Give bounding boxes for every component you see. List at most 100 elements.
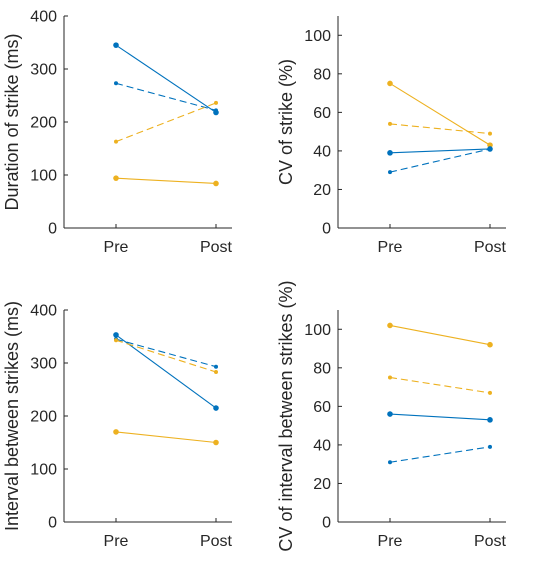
data-point [213,439,219,446]
x-tick-label-post: Post [200,533,233,550]
series-2 [114,81,218,113]
y-tick-label: 80 [313,360,331,377]
x-tick-label-pre: Pre [104,533,129,550]
data-point [113,42,119,48]
y-tick-label: 100 [30,168,57,185]
series-line [389,123,491,135]
y-tick-label: 100 [304,28,331,45]
data-point [214,370,218,375]
subplot-1: 0 100 200 300 400 Pre Post Duration of strike (… [2,9,233,257]
y-tick-label: 0 [48,221,57,238]
data-point [488,444,492,449]
data-point [213,180,219,187]
data-point [387,150,393,156]
y-tick-label: 400 [30,303,57,320]
data-point [114,338,118,343]
y-tick-label: 0 [322,515,331,532]
series-3 [387,411,493,423]
series-2 [388,375,492,395]
series-line [115,334,217,409]
y-tick-label: 80 [313,66,331,83]
series-1 [113,332,219,411]
series-1 [387,80,493,148]
x-tick-label-pre: Pre [378,239,403,256]
series-line [389,148,491,173]
data-point [214,100,218,105]
x-tick-label-post: Post [474,239,507,256]
series-line [389,446,491,463]
series-1 [113,42,219,116]
series-line [389,324,491,346]
data-point [388,121,392,126]
x-tick-label-post: Post [200,239,233,256]
data-point [387,411,393,417]
x-tick-label-pre: Pre [378,533,403,550]
series-line [389,82,491,146]
series-line [115,44,217,113]
y-tick-label: 100 [304,322,331,339]
y-tick-label: 300 [30,356,57,373]
y-tick-label: 200 [30,115,57,132]
y-tick-label: 40 [313,143,331,160]
series-4 [113,429,219,446]
y-tick-label: 40 [313,437,331,454]
y-axis-label: Duration of strike (ms) [2,33,22,210]
data-point [388,170,392,175]
series-line [115,339,217,373]
y-axis-label: CV of strike (%) [276,59,296,185]
data-point [488,131,492,136]
series-line [389,148,491,154]
y-tick-label: 20 [313,182,331,199]
series-line [115,82,217,111]
y-tick-label: 300 [30,62,57,79]
data-point [113,175,119,181]
series-2 [114,337,218,369]
y-axis-label: Interval between strikes (ms) [2,301,22,531]
data-point [487,142,493,148]
data-point [387,80,393,87]
series-line [115,177,217,185]
series-line [389,376,491,394]
x-tick-label-post: Post [474,533,507,550]
y-tick-label: 100 [30,462,57,479]
series-line [115,102,217,143]
data-point [487,341,493,348]
series-3 [114,100,218,144]
x-tick-label-pre: Pre [104,239,129,256]
y-tick-label: 200 [30,409,57,426]
data-point [213,405,219,411]
subplot-3: 0 100 200 300 400 Pre Post Interval between str… [2,301,233,550]
data-point [214,364,218,369]
series-1 [387,322,493,348]
data-point [114,139,118,144]
data-point [387,322,393,329]
data-point [113,429,119,435]
y-tick-label: 0 [322,221,331,238]
data-point [488,390,492,395]
y-tick-label: 0 [48,515,57,532]
subplot-2: 0 20 40 60 80 100 Pre Post CV of strike (%) [276,16,507,256]
data-point [388,375,392,380]
series-4 [113,175,219,187]
series-3 [114,338,218,375]
series-2 [388,121,492,136]
series-3 [387,146,493,156]
data-point [488,146,492,151]
y-tick-label: 60 [313,399,331,416]
series-4 [388,444,492,465]
data-point [214,108,218,113]
series-line [115,338,217,368]
data-point [487,417,493,423]
y-tick-label: 60 [313,105,331,122]
series-line [389,413,491,421]
data-point [114,81,118,86]
y-tick-label: 20 [313,476,331,493]
data-point [113,332,119,338]
series-4 [388,146,492,175]
y-tick-label: 400 [30,9,57,26]
y-axis-label: CV of interval between strikes (%) [276,280,296,551]
data-point [388,460,392,465]
series-line [115,431,217,444]
subplot-4: 0 20 40 60 80 100 Pre Post CV of interval betwee… [276,280,507,551]
